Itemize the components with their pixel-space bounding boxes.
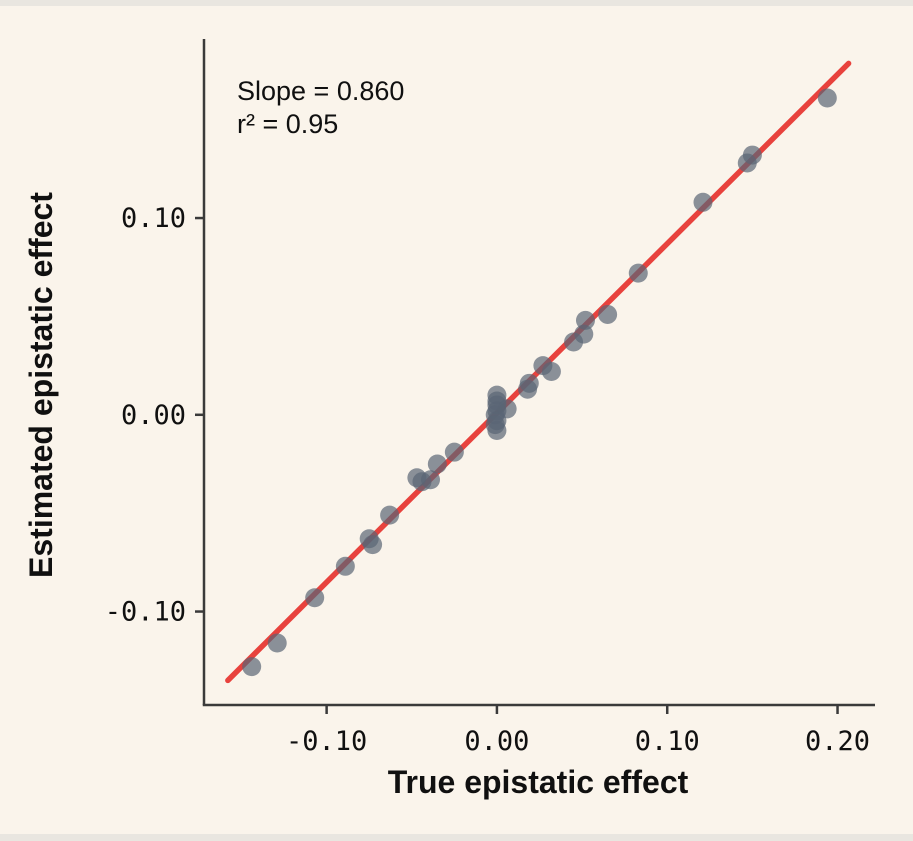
data-point <box>305 588 325 608</box>
data-point <box>487 421 507 441</box>
data-point <box>575 310 595 330</box>
data-point <box>519 373 539 393</box>
data-point <box>421 470 441 490</box>
data-point <box>380 505 400 525</box>
data-point <box>335 556 355 576</box>
data-point <box>742 145 762 165</box>
x-tick-label: 0.20 <box>805 726 870 757</box>
data-point <box>242 657 262 677</box>
y-tick-label: 0.10 <box>121 203 186 234</box>
y-axis-label: Estimated epistatic effect <box>23 192 59 578</box>
data-point <box>427 454 447 474</box>
y-axis-ticks: -0.10 0.00 0.10 <box>105 203 204 628</box>
x-tick-label: 0.10 <box>635 726 700 757</box>
y-tick-label: 0.00 <box>121 400 186 431</box>
data-point <box>541 362 561 382</box>
data-point <box>363 535 383 555</box>
data-point <box>817 88 837 108</box>
annotation-slope: Slope = 0.860 <box>237 76 404 106</box>
annotation-r-squared: r² = 0.95 <box>237 109 338 139</box>
x-tick-label: 0.00 <box>464 726 529 757</box>
data-point <box>598 304 618 324</box>
x-axis-label: True epistatic effect <box>388 764 689 800</box>
data-point <box>267 633 287 653</box>
data-points-group <box>242 88 837 677</box>
data-point <box>628 263 648 283</box>
x-tick-label: -0.10 <box>286 726 367 757</box>
plot-background <box>0 6 913 834</box>
data-point <box>497 399 517 419</box>
annotation-box: Slope = 0.860 r² = 0.95 <box>237 76 404 139</box>
data-point <box>574 324 594 344</box>
x-axis-ticks: -0.10 0.00 0.10 0.20 <box>286 705 870 757</box>
data-point <box>444 442 464 462</box>
y-tick-label: -0.10 <box>105 597 186 628</box>
data-point <box>693 192 713 212</box>
